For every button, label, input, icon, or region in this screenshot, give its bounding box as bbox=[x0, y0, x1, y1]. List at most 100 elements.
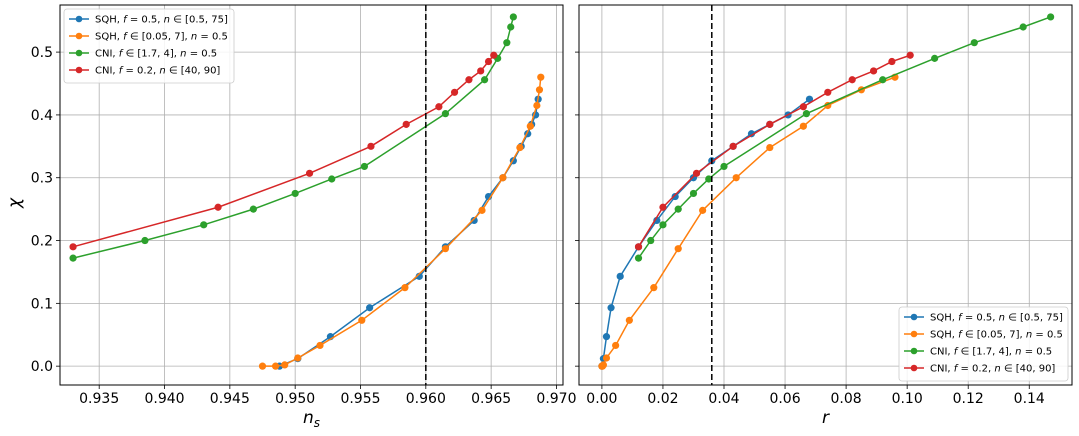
data-point bbox=[484, 57, 493, 66]
x-tick-label: 0.10 bbox=[892, 391, 923, 407]
series-line-0 bbox=[601, 98, 810, 367]
data-point bbox=[869, 67, 878, 75]
x-tick-label: 0.06 bbox=[769, 391, 800, 407]
y-tick-label: 0.4 bbox=[31, 108, 53, 124]
data-point bbox=[671, 192, 679, 201]
data-point bbox=[848, 76, 856, 84]
data-point bbox=[258, 362, 267, 370]
right-chart-panel: 0.00 0.02 0.04 0.06 0.08 0.10 0.12 0.14 r SQH, f … bbox=[575, 4, 1073, 428]
data-point bbox=[367, 142, 375, 150]
data-point bbox=[732, 174, 740, 182]
data-point bbox=[634, 243, 643, 251]
data-point bbox=[647, 236, 655, 245]
data-point bbox=[766, 120, 774, 128]
series-line-2 bbox=[637, 16, 1051, 259]
data-point bbox=[141, 236, 149, 245]
data-point bbox=[481, 76, 489, 84]
data-point bbox=[358, 316, 366, 324]
legend-box bbox=[63, 8, 235, 84]
x-tick-label: 0.970 bbox=[536, 391, 576, 407]
legend-swatch-marker bbox=[75, 49, 83, 57]
data-point bbox=[200, 221, 208, 229]
data-point bbox=[906, 51, 914, 59]
x-tick-label: 0.00 bbox=[586, 391, 617, 407]
y-tick-label: 0.3 bbox=[31, 171, 53, 187]
data-point bbox=[1047, 13, 1055, 21]
data-point bbox=[470, 216, 478, 225]
data-point bbox=[291, 189, 299, 198]
left-chart-panel: 0.935 0.940 0.945 0.950 0.955 0.960 0.965 0.970… bbox=[31, 4, 577, 430]
data-point bbox=[316, 341, 324, 350]
data-point bbox=[674, 205, 682, 213]
data-point bbox=[249, 205, 257, 213]
x-tick-label: 0.965 bbox=[471, 391, 511, 407]
legend-entry-0: SQH, f = 0.5, n ∈ [0.5, 75] bbox=[95, 15, 228, 26]
data-point bbox=[490, 51, 498, 59]
legend-entry-3: CNI, f = 0.2, n ∈ [40, 90] bbox=[930, 364, 1055, 375]
data-point bbox=[888, 57, 896, 66]
data-point bbox=[805, 95, 814, 103]
legend-entry-2: CNI, f ∈ [1.7, 4], n = 0.5 bbox=[95, 49, 217, 60]
data-point bbox=[599, 361, 608, 369]
legend-swatch-marker bbox=[75, 15, 83, 23]
data-point bbox=[602, 354, 611, 362]
data-point bbox=[824, 88, 832, 96]
x-tick-label: 0.955 bbox=[340, 391, 380, 407]
x-tick-label: 0.950 bbox=[275, 391, 315, 407]
data-point bbox=[477, 67, 485, 75]
data-point bbox=[729, 142, 737, 150]
x-tick-label: 0.14 bbox=[1014, 391, 1045, 407]
data-point bbox=[402, 120, 410, 128]
data-point bbox=[401, 284, 409, 292]
y-tick-label: 0.2 bbox=[31, 234, 53, 250]
x-tick-label: 0.940 bbox=[144, 391, 184, 407]
data-point bbox=[799, 103, 807, 111]
y-tick-label: 0.5 bbox=[31, 45, 53, 61]
data-point bbox=[328, 175, 336, 183]
data-point bbox=[625, 316, 633, 324]
legend-entry-2: CNI, f ∈ [1.7, 4], n = 0.5 bbox=[930, 347, 1052, 358]
data-point bbox=[507, 23, 515, 31]
data-point bbox=[659, 221, 667, 229]
data-point bbox=[612, 341, 620, 350]
data-point bbox=[634, 254, 643, 262]
legend: SQH, f = 0.5, n ∈ [0.5, 75] SQH, f ∈ [0.0… bbox=[63, 8, 235, 84]
data-point bbox=[499, 174, 507, 182]
x-tick-label: 0.08 bbox=[831, 391, 862, 407]
legend-entry-3: CNI, f = 0.2, n ∈ [40, 90] bbox=[95, 66, 220, 77]
data-point bbox=[281, 361, 289, 369]
legend-box bbox=[898, 306, 1069, 382]
x-tick-label: 0.12 bbox=[953, 391, 984, 407]
series-line-3 bbox=[72, 54, 495, 248]
data-point bbox=[720, 162, 728, 171]
data-point bbox=[526, 122, 534, 130]
data-point bbox=[450, 88, 459, 96]
data-point bbox=[478, 206, 486, 214]
legend-entry-1: SQH, f ∈ [0.05, 7], n = 0.5 bbox=[930, 330, 1063, 341]
data-point bbox=[214, 203, 222, 211]
data-point bbox=[766, 143, 774, 152]
data-point bbox=[607, 304, 615, 312]
legend-swatch-marker bbox=[75, 66, 83, 74]
data-point bbox=[516, 143, 524, 152]
legend-entry-1: SQH, f ∈ [0.05, 7], n = 0.5 bbox=[95, 32, 228, 43]
legend-swatch-marker bbox=[910, 330, 918, 338]
data-point bbox=[366, 304, 374, 312]
legend-swatch-marker bbox=[75, 32, 83, 40]
data-point bbox=[305, 169, 314, 177]
data-point bbox=[879, 76, 887, 84]
plot-frame bbox=[59, 4, 564, 386]
data-point bbox=[802, 110, 811, 118]
legend-swatch-marker bbox=[910, 313, 918, 321]
data-point bbox=[931, 54, 939, 62]
series-line-0 bbox=[279, 99, 539, 367]
series-line-1 bbox=[601, 76, 896, 367]
x-tick-label: 0.935 bbox=[79, 391, 119, 407]
data-point bbox=[69, 254, 77, 262]
series-line-1 bbox=[262, 77, 542, 367]
data-point bbox=[689, 189, 698, 198]
x-tick-label: 0.04 bbox=[708, 391, 739, 407]
data-point bbox=[970, 39, 978, 47]
y-tick-label: 0.0 bbox=[31, 359, 53, 375]
x-tick-label: 0.945 bbox=[210, 391, 250, 407]
